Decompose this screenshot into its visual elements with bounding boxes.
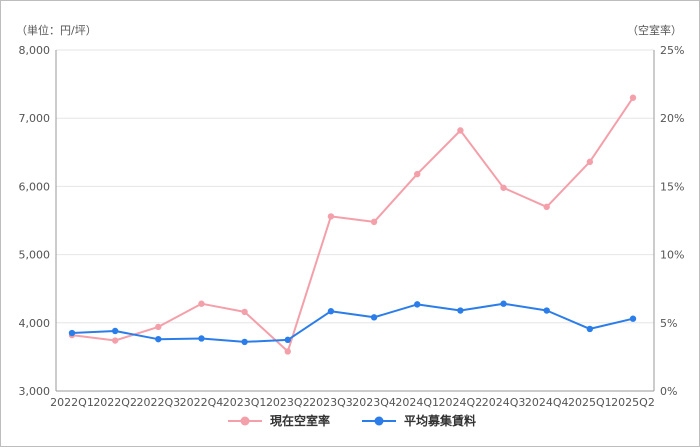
legend-marker-0 bbox=[240, 416, 250, 426]
x-tick-label: 2022Q2 bbox=[93, 396, 137, 409]
series-1-point bbox=[198, 335, 205, 342]
x-tick-label: 2024Q1 bbox=[395, 396, 439, 409]
left-axis-unit: （単位：円/坪） bbox=[16, 23, 97, 37]
left-tick-label: 3,000 bbox=[19, 385, 51, 398]
series-line-1 bbox=[71, 302, 634, 343]
series-layer bbox=[68, 94, 637, 355]
x-tick-label: 2022Q3 bbox=[136, 396, 180, 409]
series-1-point bbox=[500, 300, 507, 307]
series-0-point bbox=[155, 323, 162, 331]
series-1-point bbox=[284, 336, 291, 344]
series-1-point bbox=[457, 307, 464, 314]
series-1-point bbox=[370, 314, 378, 321]
x-tick-label: 2022Q4 bbox=[180, 396, 224, 409]
series-0-point bbox=[241, 308, 248, 316]
x-tick-label: 2024Q4 bbox=[525, 396, 569, 409]
series-0-point bbox=[327, 213, 335, 220]
right-tick-label: 5% bbox=[660, 317, 677, 330]
series-1-point bbox=[586, 325, 594, 333]
left-tick-label: 7,000 bbox=[19, 112, 51, 125]
x-tick-label: 2022Q1 bbox=[50, 396, 94, 409]
axes: 3,000 0% 4,000 5% 5,000 10% 6,000 15% 7,000 20% 8,… bbox=[19, 44, 685, 409]
series-1-point bbox=[327, 308, 335, 315]
legend-label-0: 現在空室率 bbox=[270, 413, 330, 428]
legend-marker-1 bbox=[374, 416, 384, 426]
series-1-point bbox=[543, 307, 550, 314]
right-tick-label: 20% bbox=[660, 112, 684, 125]
series-0-point bbox=[500, 184, 507, 191]
series-1-point bbox=[68, 329, 76, 337]
left-tick-label: 5,000 bbox=[19, 249, 51, 262]
right-tick-label: 25% bbox=[660, 44, 684, 57]
left-tick-label: 8,000 bbox=[19, 44, 51, 57]
series-1-point bbox=[241, 338, 248, 346]
left-tick-label: 4,000 bbox=[19, 317, 51, 330]
series-0-point bbox=[457, 127, 464, 134]
series-0-point bbox=[414, 170, 421, 178]
series-1-point bbox=[414, 301, 421, 308]
x-tick-label: 2023Q1 bbox=[223, 396, 267, 409]
x-tick-label: 2023Q2 bbox=[266, 396, 310, 409]
series-1-point bbox=[111, 327, 119, 335]
x-tick-label: 2025Q1 bbox=[568, 396, 612, 409]
series-1-point bbox=[629, 315, 637, 322]
series-0-point bbox=[370, 218, 378, 226]
right-tick-label: 0% bbox=[660, 385, 677, 398]
series-0-point bbox=[284, 348, 291, 355]
right-tick-label: 15% bbox=[660, 180, 684, 193]
legend: 現在空室率 平均募集賃料 bbox=[228, 413, 476, 428]
legend-label-1: 平均募集賃料 bbox=[404, 413, 476, 428]
series-0-point bbox=[111, 337, 119, 344]
x-tick-label: 2024Q3 bbox=[482, 396, 526, 409]
x-tick-label: 2024Q2 bbox=[439, 396, 483, 409]
right-tick-label: 10% bbox=[660, 249, 684, 262]
series-0-point bbox=[586, 158, 594, 166]
left-tick-label: 6,000 bbox=[19, 180, 51, 193]
series-0-point bbox=[198, 300, 205, 307]
x-tick-label: 2023Q4 bbox=[352, 396, 396, 409]
x-tick-label: 2025Q2 bbox=[611, 396, 655, 409]
series-line-0 bbox=[71, 97, 634, 353]
gridlines bbox=[56, 49, 654, 324]
x-tick-label: 2023Q3 bbox=[309, 396, 353, 409]
series-0-point bbox=[629, 94, 637, 101]
right-axis-unit: （空室率） bbox=[627, 23, 682, 37]
series-1-point bbox=[155, 335, 162, 343]
series-0-point bbox=[543, 203, 550, 211]
